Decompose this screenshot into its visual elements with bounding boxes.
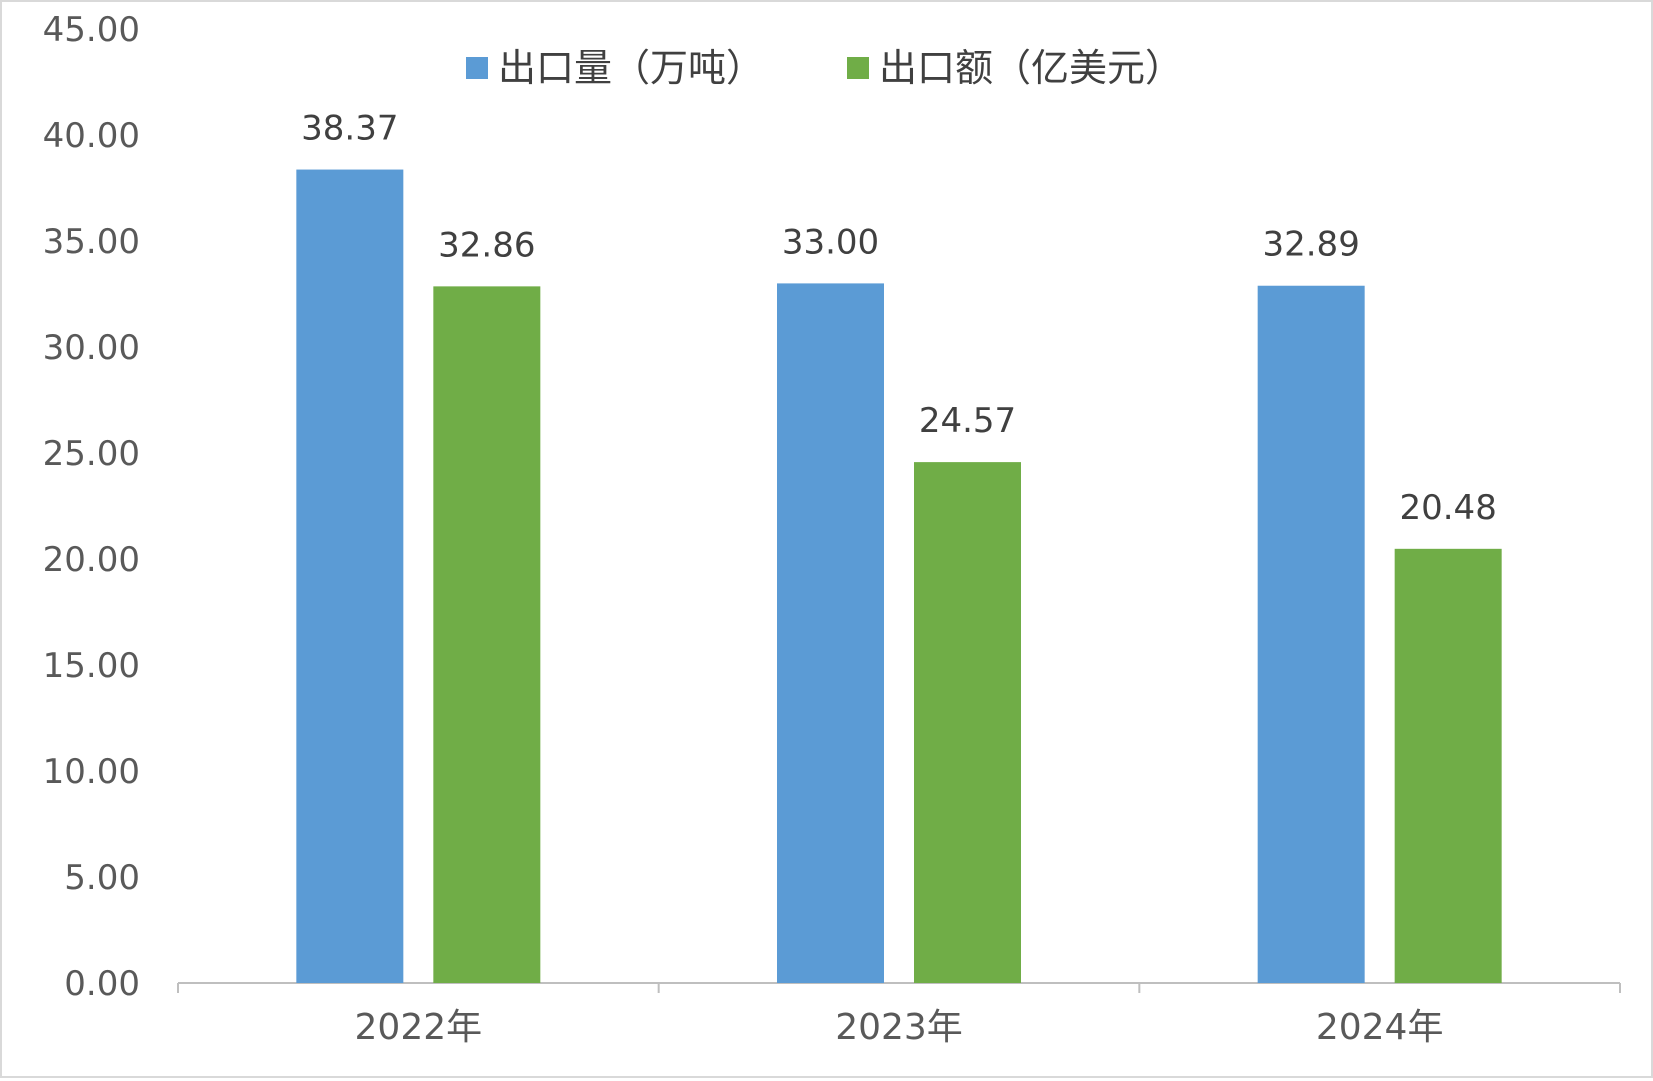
bar-series-0-2 — [1257, 285, 1365, 983]
x-tick-label: 2022年 — [355, 1007, 483, 1048]
data-label-series-1-1: 24.57 — [919, 401, 1016, 441]
legend-swatch-series-1 — [847, 57, 869, 79]
y-tick-label: 20.00 — [43, 540, 140, 580]
data-label-series-0-1: 33.00 — [782, 222, 879, 262]
y-axis: 0.00 5.00 10.00 15.00 20.00 25.00 30.00 35.00 40… — [43, 10, 140, 1004]
x-tick-label: 2024年 — [1316, 1007, 1444, 1048]
y-tick-label: 10.00 — [43, 752, 140, 792]
bar-series-0-1 — [777, 283, 884, 983]
y-tick-label: 15.00 — [43, 646, 140, 686]
y-tick-label: 5.00 — [64, 858, 140, 898]
legend: 出口量（万吨） 出口额（亿美元） — [466, 46, 1183, 90]
y-tick-label: 45.00 — [43, 10, 140, 50]
y-tick-label: 25.00 — [43, 434, 140, 474]
data-label-series-1-2: 20.48 — [1399, 488, 1496, 528]
y-tick-label: 30.00 — [43, 328, 140, 368]
legend-label-series-0: 出口量（万吨） — [498, 46, 764, 90]
bar-series-1-2 — [1394, 548, 1502, 983]
data-label-series-0-2: 32.89 — [1262, 225, 1359, 265]
y-tick-label: 35.00 — [43, 222, 140, 262]
y-tick-label: 40.00 — [43, 116, 140, 156]
legend-label-series-1: 出口额（亿美元） — [879, 46, 1183, 90]
bar-series-1-1 — [914, 462, 1021, 984]
legend-swatch-series-0 — [466, 57, 488, 79]
data-label-series-1-0: 32.86 — [438, 225, 535, 265]
data-label-series-0-0: 38.37 — [301, 109, 398, 149]
bar-series-1-0 — [433, 286, 541, 983]
data-labels: 38.37 33.00 32.89 32.86 24.57 20.48 — [301, 109, 1497, 528]
bars — [296, 169, 1502, 984]
x-axis: 2022年 2023年 2024年 — [177, 982, 1621, 1048]
y-tick-label: 0.00 — [64, 964, 140, 1004]
x-tick-label: 2023年 — [835, 1007, 963, 1048]
bar-series-0-0 — [296, 169, 404, 983]
